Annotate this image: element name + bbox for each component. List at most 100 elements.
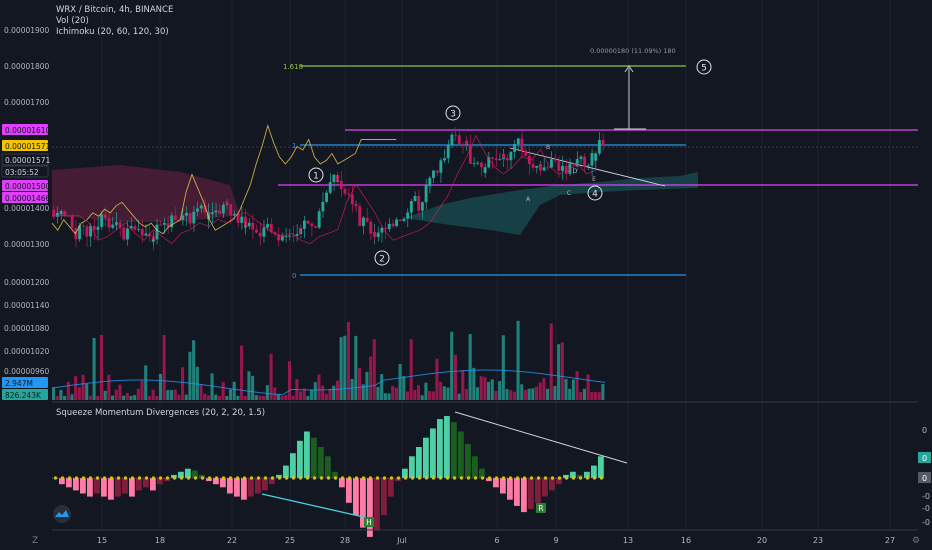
volume-bar — [247, 371, 251, 400]
candle-body — [196, 208, 199, 212]
volume-legend[interactable]: Vol (20) — [56, 16, 89, 26]
volume-bar — [431, 391, 435, 400]
volume-bar — [498, 381, 502, 400]
candle-body — [81, 225, 85, 227]
volume-bar — [380, 374, 384, 400]
squeeze-bar — [255, 478, 261, 494]
volume-bar — [568, 388, 572, 400]
wave-circle-2 — [374, 250, 390, 266]
tradingview-logo[interactable] — [53, 505, 71, 523]
volume-bar — [409, 339, 413, 400]
squeeze-bar — [234, 478, 240, 497]
time-axis[interactable]: 15 18 22 25 28 Jul 6 9 13 16 20 23 27 — [97, 536, 895, 545]
volume-bar — [162, 334, 166, 400]
squeeze-bar — [339, 478, 345, 488]
squeeze-bar — [395, 478, 401, 482]
volume-bar — [531, 388, 535, 400]
volume-bar — [221, 381, 225, 400]
squeeze-bar — [164, 478, 170, 482]
volume-bar — [520, 384, 524, 400]
candle-body — [55, 212, 59, 217]
candle-body — [450, 134, 454, 145]
candle-body — [361, 217, 365, 226]
symbol-title[interactable]: WRX / Bitcoin, 4h, BINANCE — [56, 5, 174, 15]
candle-body — [395, 219, 399, 227]
gear-icon[interactable]: ⚙ — [912, 536, 920, 546]
candle-body — [564, 165, 568, 174]
volume-bar — [214, 394, 218, 400]
candle-body — [247, 222, 251, 227]
candle-body — [409, 201, 413, 212]
time-tick-4: 28 — [340, 536, 350, 545]
volume-bar — [420, 395, 424, 400]
candle-body — [188, 222, 192, 224]
price-tick-1: 0.00001800 — [4, 62, 50, 71]
candle-body — [557, 163, 561, 171]
candle-body — [354, 203, 358, 207]
candle-body — [103, 214, 107, 219]
squeeze-bar — [423, 437, 429, 478]
candle-body — [328, 182, 332, 193]
price-axis[interactable]: 0.00001900 0.00001800 0.00001700 0.00001400… — [1, 26, 51, 400]
candle-body — [210, 212, 214, 215]
volume-ma-line — [51, 369, 606, 396]
candle-body — [63, 210, 67, 216]
candle-body — [133, 226, 137, 230]
squeeze-bar — [108, 478, 114, 500]
candle-body — [380, 227, 384, 233]
candle-body — [162, 222, 166, 225]
osc-tick-3: -0 — [922, 504, 930, 513]
subwave-label-B: B — [546, 144, 550, 151]
volume-bar — [354, 335, 358, 400]
candle-body — [461, 144, 465, 145]
volume-bar — [228, 389, 233, 400]
volume-bar — [335, 380, 339, 400]
volume-bar — [155, 395, 159, 400]
volume-bar — [560, 342, 564, 400]
squeeze-bar — [437, 419, 443, 478]
settings-icon[interactable]: Z — [32, 536, 38, 546]
volume-bar — [391, 386, 395, 400]
candle-body — [137, 229, 140, 230]
wave-label-4: 4 — [592, 190, 598, 200]
time-tick-8: 13 — [623, 536, 633, 545]
volume-bar — [571, 379, 575, 400]
volume-bar — [424, 382, 428, 400]
ichimoku-legend[interactable]: Ichimoku (20, 60, 120, 30) — [56, 27, 169, 37]
candle-body — [148, 233, 152, 237]
oscillator-axis[interactable]: 00-0-0-000 — [918, 426, 931, 527]
volume-bar — [413, 389, 417, 400]
price-marker-0: 0.00001610 — [5, 126, 51, 135]
volume-bar — [369, 356, 373, 400]
squeeze-bar — [94, 478, 100, 494]
candle-body — [262, 228, 266, 237]
volume-bar — [439, 381, 443, 400]
squeeze-bar — [535, 478, 541, 503]
candle-body — [454, 134, 458, 136]
candle-body — [159, 224, 163, 226]
subwave-label-D: D — [573, 168, 578, 175]
squeeze-bar — [493, 478, 499, 488]
squeeze-bar — [122, 478, 128, 494]
candle-body — [347, 193, 351, 195]
volume-bar — [321, 385, 325, 400]
candle-body — [465, 140, 469, 145]
squeeze-bar — [381, 478, 387, 516]
candle-body — [402, 218, 406, 221]
wave-label-1: 1 — [313, 172, 319, 182]
volume-bar — [490, 379, 494, 400]
volume-bar — [88, 395, 92, 400]
volume-bar — [586, 374, 590, 400]
price-marker-4: 0.00001500 — [5, 182, 51, 191]
price-tick-0: 0.00001900 — [4, 26, 50, 35]
candle-body — [535, 165, 539, 168]
volume-bar — [232, 381, 236, 400]
volume-bar — [579, 391, 583, 400]
squeeze-bar — [577, 474, 583, 478]
wave-circle-4 — [587, 185, 603, 201]
volume-bar — [184, 394, 188, 400]
candle-body — [594, 153, 598, 161]
volume-bar — [280, 395, 284, 400]
squeeze-legend[interactable]: Squeeze Momentum Divergences (20, 2, 20,… — [56, 408, 266, 418]
